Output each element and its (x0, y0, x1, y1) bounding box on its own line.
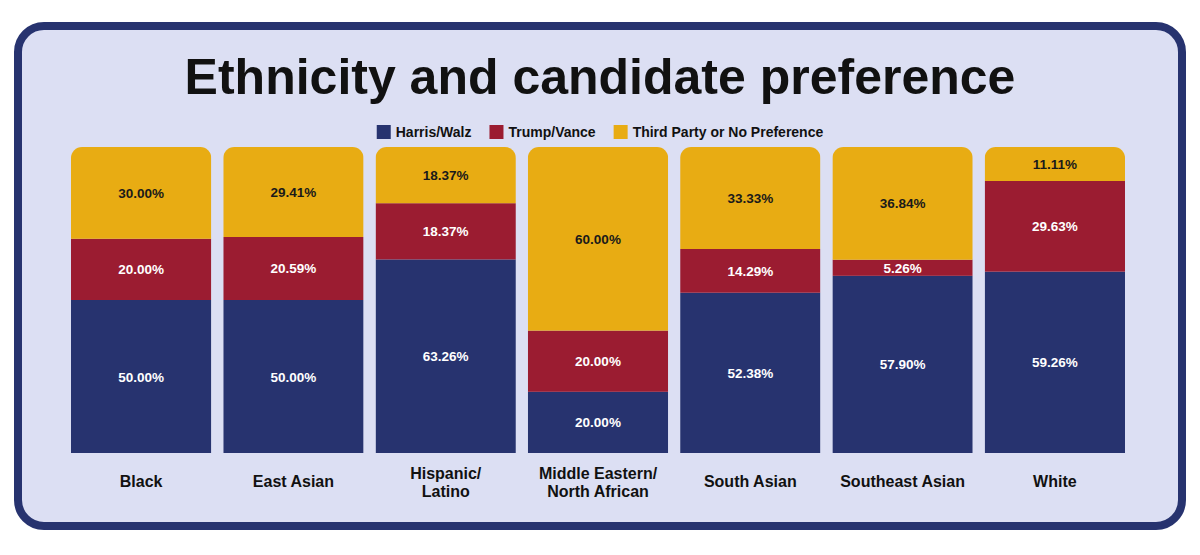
bar-segment (376, 259, 516, 453)
bar-segment (680, 249, 820, 293)
frame (18, 26, 1182, 526)
bar-stack (832, 147, 972, 453)
x-tick-label: Hispanic/Latino (410, 465, 482, 500)
x-tick-label-line: Middle Eastern/ (539, 465, 658, 482)
data-label: 20.00% (575, 354, 621, 369)
bar-stack (528, 147, 668, 453)
bar-segment (680, 147, 820, 249)
x-tick-label-line: Latino (422, 483, 470, 500)
x-tick-label-line: North African (547, 483, 649, 500)
x-tick-labels: Black East Asian Hispanic/Latino Middle Eas… (120, 465, 1077, 500)
bar-stack (985, 147, 1125, 453)
legend-label: Third Party or No Preference (633, 124, 824, 140)
legend-swatch (614, 125, 628, 139)
chart-container: Ethnicity and candidate preference Harris… (0, 0, 1200, 555)
data-label: 20.00% (118, 262, 164, 277)
data-label: 18.37% (423, 224, 469, 239)
title: Ethnicity and candidate preference (185, 49, 1016, 105)
data-label: 59.26% (1032, 355, 1078, 370)
x-tick-label: Black (120, 473, 163, 490)
bar-segment (376, 147, 516, 203)
x-tick-label: Middle Eastern/North African (539, 465, 658, 500)
x-tick-label: Southeast Asian (840, 473, 965, 490)
x-tick-label: White (1033, 473, 1077, 490)
x-tick-label: East Asian (253, 473, 334, 490)
bar-segment (985, 147, 1125, 181)
bar-segment (985, 272, 1125, 453)
bar-segment (985, 181, 1125, 272)
data-label: 50.00% (271, 370, 317, 385)
chart-svg: Ethnicity and candidate preference Harris… (0, 0, 1200, 555)
data-label: 29.63% (1032, 219, 1078, 234)
bar-segment (832, 147, 972, 260)
data-label: 57.90% (880, 357, 926, 372)
bar-segment (223, 147, 363, 237)
bar-stack (376, 147, 516, 453)
data-label: 33.33% (727, 191, 773, 206)
bar-segment (528, 331, 668, 392)
bar-segment (71, 239, 211, 300)
legend-label: Harris/Walz (396, 124, 472, 140)
data-label: 63.26% (423, 349, 469, 364)
x-tick-label-line: East Asian (253, 473, 334, 490)
x-tick-label: South Asian (704, 473, 797, 490)
bar-stack (223, 147, 363, 453)
legend-swatch (377, 125, 391, 139)
data-label: 29.41% (271, 185, 317, 200)
x-tick-label-line: White (1033, 473, 1077, 490)
data-label: 50.00% (118, 370, 164, 385)
plot-marks (71, 147, 1125, 453)
bar-stack (680, 147, 820, 453)
x-tick-label-line: Hispanic/ (410, 465, 482, 482)
legend: Harris/Walz Trump/Vance Third Party or No … (377, 124, 824, 140)
bar-segment (71, 147, 211, 239)
bar-segment (376, 203, 516, 259)
x-tick-label-line: South Asian (704, 473, 797, 490)
bar-segment (680, 293, 820, 453)
data-labels: 50.00% 20.00% 30.00% 50.00% 20.59% 29.41% 63.2… (118, 157, 1078, 430)
bar-segment (832, 260, 972, 276)
bar-segment (71, 300, 211, 453)
data-label: 5.26% (883, 261, 921, 276)
data-label: 60.00% (575, 232, 621, 247)
bar-stack (71, 147, 211, 453)
data-label: 11.11% (1033, 157, 1077, 172)
x-tick-label-line: Black (120, 473, 163, 490)
bar-segment (832, 276, 972, 453)
data-label: 52.38% (727, 366, 773, 381)
data-label: 18.37% (423, 168, 469, 183)
legend-swatch (489, 125, 503, 139)
legend-label: Trump/Vance (508, 124, 595, 140)
data-label: 20.59% (271, 261, 317, 276)
bar-segment (528, 147, 668, 331)
data-label: 20.00% (575, 415, 621, 430)
data-label: 36.84% (880, 196, 926, 211)
bar-segment (223, 300, 363, 453)
data-label: 30.00% (118, 186, 164, 201)
x-tick-label-line: Southeast Asian (840, 473, 965, 490)
bar-segment (223, 237, 363, 300)
bar-segment (528, 392, 668, 453)
data-label: 14.29% (727, 264, 773, 279)
